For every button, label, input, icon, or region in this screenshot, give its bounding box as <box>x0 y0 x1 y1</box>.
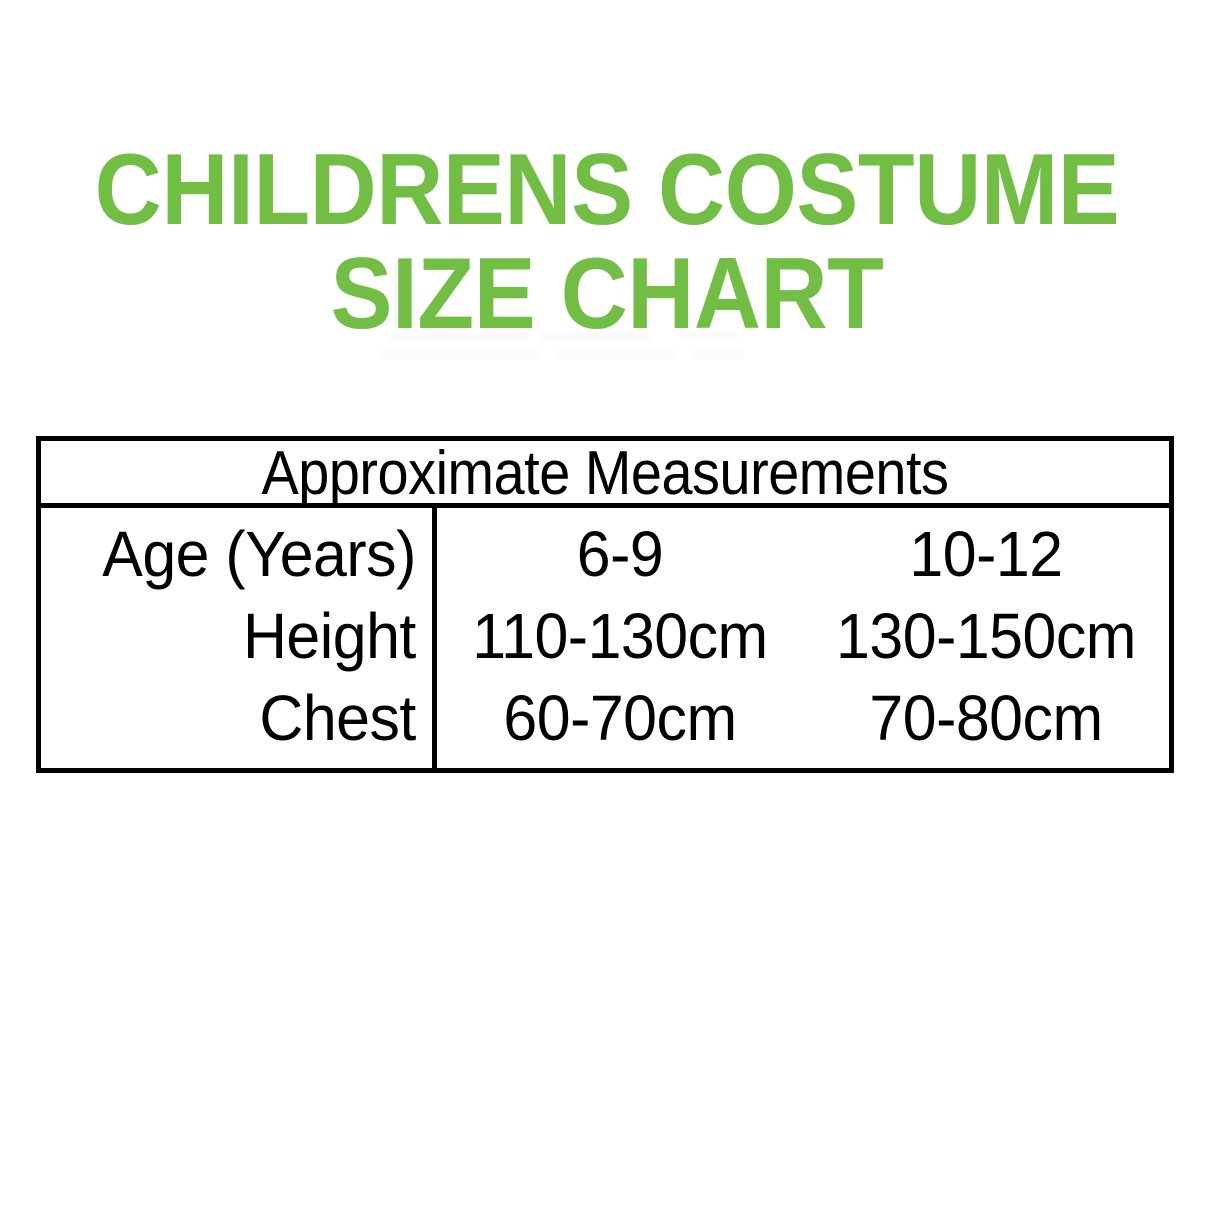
title-line-1: CHILDRENS COSTUME <box>94 134 1120 246</box>
cell-height-size-2: 130-150cm <box>836 600 1136 672</box>
cell-height-size-1: 110-130cm <box>472 600 768 672</box>
row-values-chest: 60-70cm 70-80cm <box>432 682 1169 754</box>
cell-age-size-2: 10-12 <box>909 518 1063 590</box>
row-label-age: Age (Years) <box>102 518 416 590</box>
row-label-height: Height <box>242 600 416 672</box>
size-chart-table: Approximate Measurements Age (Years) 6-9… <box>36 436 1174 773</box>
row-label-chest: Chest <box>259 682 416 754</box>
column-divider <box>432 508 437 768</box>
table-row: Chest 60-70cm 70-80cm <box>41 676 1169 760</box>
cell-chest-size-2: 70-80cm <box>869 682 1103 754</box>
row-values-height: 110-130cm 130-150cm <box>432 600 1169 672</box>
title-line-2: SIZE CHART <box>330 238 884 350</box>
page-title: CHILDRENS COSTUME SIZE CHART <box>0 138 1214 346</box>
table-row: Height 110-130cm 130-150cm <box>41 594 1169 678</box>
row-values-age: 6-9 10-12 <box>432 518 1169 590</box>
cell-age-size-1: 6-9 <box>576 518 664 590</box>
table-row: Age (Years) 6-9 10-12 <box>41 512 1169 596</box>
table-header-label: Approximate Measurements <box>261 439 949 508</box>
table-body: Age (Years) 6-9 10-12 Height 110-130cm 1… <box>41 508 1169 768</box>
cell-chest-size-1: 60-70cm <box>503 682 737 754</box>
table-header-row: Approximate Measurements <box>41 441 1169 508</box>
